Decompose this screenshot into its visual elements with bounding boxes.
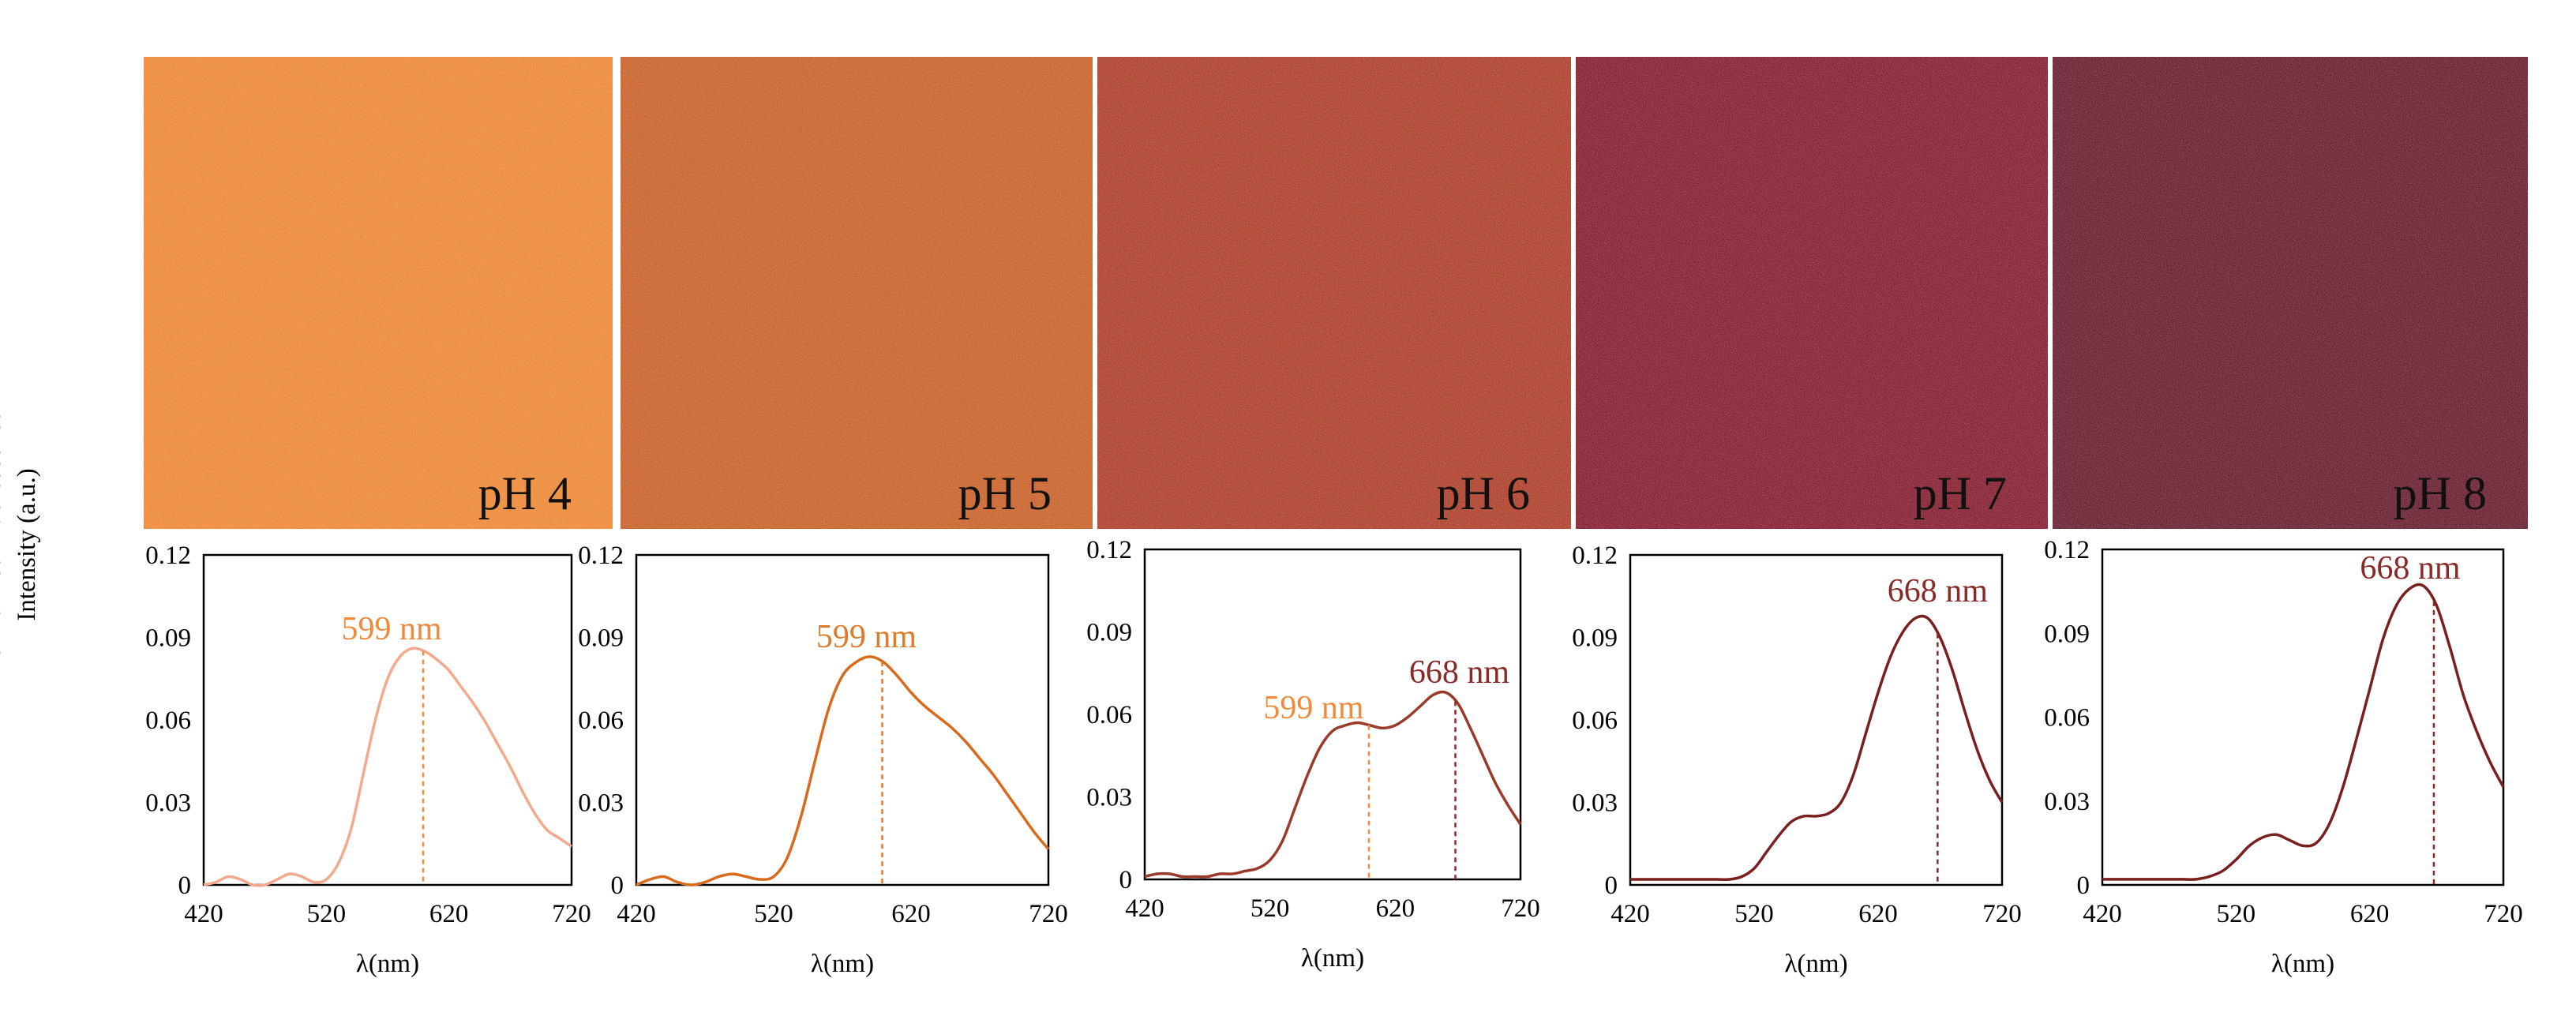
- x-tick-label: 520: [754, 900, 793, 928]
- spectrum-line: [636, 655, 1050, 886]
- peak-label: 668 nm: [2360, 550, 2461, 587]
- plot-frame: [2101, 548, 2505, 886]
- micrograph-1: pH 4: [144, 57, 613, 529]
- y-tick-label: 0.12: [578, 542, 624, 570]
- plot-frame: [1143, 548, 1522, 881]
- spectrum-line: [1144, 690, 1522, 879]
- x-tick-label: 420: [1125, 894, 1164, 923]
- peak-label: 599 nm: [341, 611, 442, 647]
- x-tick-label: 520: [2217, 900, 2256, 928]
- y-tick-label: 0.09: [145, 624, 191, 653]
- x-tick-label: 720: [2484, 900, 2523, 928]
- y-tick-label: 0.12: [145, 542, 191, 570]
- spectra-charts: 0 0.03 0.06 0.09 0.12 420 520 620 720 λ(nm) 599 nm…: [145, 536, 2523, 978]
- x-tick-label: 520: [1251, 894, 1290, 923]
- x-tick-label: 720: [1982, 900, 2022, 928]
- y-tick-label: 0.03: [578, 789, 624, 818]
- y-tick-label: 0.06: [1086, 701, 1132, 729]
- y-tick-label: 0.09: [578, 624, 624, 653]
- chart-3: 0 0.03 0.06 0.09 0.12 420 520 620 720 λ(nm) 599 nm…: [1086, 536, 1540, 973]
- y-tick-label: 0.06: [578, 707, 624, 735]
- y-tick-label: 0: [178, 871, 192, 900]
- y-axis-title-line2: Intensity (a.u.): [13, 468, 41, 621]
- plot-frame: [635, 553, 1050, 886]
- spectrum-line: [203, 647, 572, 887]
- x-tick-label: 620: [891, 900, 931, 928]
- x-axis-label: λ(nm): [1784, 950, 1847, 978]
- y-tick-label: 0.09: [1086, 619, 1132, 647]
- x-axis-label: λ(nm): [811, 950, 874, 978]
- x-tick-label: 720: [1029, 900, 1068, 928]
- peak-label: 668 nm: [1888, 573, 1989, 609]
- micrograph-label: pH 4: [478, 467, 572, 519]
- x-tick-label: 620: [1376, 894, 1415, 923]
- x-axis-label: λ(nm): [1301, 944, 1364, 973]
- micrograph-label: pH 7: [1914, 467, 2007, 519]
- y-tick-label: 0.03: [1086, 784, 1132, 812]
- y-tick-label: 0.09: [2044, 620, 2090, 648]
- y-tick-label: 0.12: [1086, 536, 1132, 564]
- x-tick-label: 620: [1858, 900, 1898, 928]
- micrograph-grain: [621, 57, 1093, 529]
- y-tick-label: 0.12: [2044, 536, 2090, 564]
- spectrum-line: [2102, 583, 2505, 881]
- micrograph-strip: pH 4 pH 5 pH 6 pH 7 pH 8: [144, 57, 2528, 529]
- y-tick-label: 0: [1119, 866, 1133, 894]
- y-tick-label: 0.03: [2044, 788, 2090, 816]
- x-tick-label: 420: [617, 900, 656, 928]
- y-tick-label: 0: [611, 871, 624, 900]
- chart-4: 0 0.03 0.06 0.09 0.12 420 520 620 720 λ(nm) 668 nm: [1572, 542, 2022, 978]
- micrograph-label: pH 8: [2394, 467, 2487, 519]
- micrograph-2: pH 5: [621, 57, 1093, 529]
- micrograph-grain: [2053, 57, 2528, 529]
- micrograph-label: pH 6: [1437, 467, 1530, 519]
- y-tick-label: 0.06: [1572, 707, 1618, 735]
- x-tick-label: 520: [1734, 900, 1774, 928]
- y-tick-label: 0.06: [145, 707, 191, 735]
- spectrum-line: [1629, 614, 2004, 882]
- y-tick-label: 0.06: [2044, 704, 2090, 733]
- x-tick-label: 620: [429, 900, 469, 928]
- x-axis-label: λ(nm): [2271, 950, 2334, 978]
- y-tick-label: 0.03: [1572, 789, 1618, 818]
- plot-frame: [1629, 553, 2004, 886]
- peak-label: 668 nm: [1409, 654, 1510, 691]
- x-tick-label: 420: [1610, 900, 1650, 928]
- micrograph-4: pH 7: [1576, 57, 2048, 529]
- y-axis-title-line1: Normalized Fluorescence: [0, 410, 6, 679]
- x-axis-label: λ(nm): [356, 950, 419, 978]
- chart-1: 0 0.03 0.06 0.09 0.12 420 520 620 720 λ(nm) 599 nm: [145, 542, 591, 978]
- x-tick-label: 720: [552, 900, 591, 928]
- y-tick-label: 0: [1605, 871, 1618, 900]
- x-tick-label: 420: [184, 900, 223, 928]
- micrograph-5: pH 8: [2053, 57, 2528, 529]
- y-tick-label: 0: [2077, 871, 2090, 900]
- y-axis-title-text: Normalized Fluorescence Intensity (a.u.): [0, 411, 44, 678]
- chart-5: 0 0.03 0.06 0.09 0.12 420 520 620 720 λ(nm) 668 nm: [2044, 536, 2523, 978]
- peak-label: 599 nm: [816, 619, 917, 655]
- micrograph-grain: [144, 57, 613, 529]
- micrograph-grain: [1576, 57, 2048, 529]
- micrograph-grain: [1097, 57, 1571, 529]
- micrograph-label: pH 5: [958, 467, 1052, 519]
- y-tick-label: 0.03: [145, 789, 191, 818]
- x-tick-label: 720: [1501, 894, 1540, 923]
- x-tick-label: 620: [2350, 900, 2390, 928]
- peak-label: 599 nm: [1263, 690, 1364, 726]
- plot-frame: [202, 553, 573, 886]
- micrograph-3: pH 6: [1097, 57, 1571, 529]
- x-tick-label: 520: [307, 900, 347, 928]
- x-tick-label: 420: [2083, 900, 2122, 928]
- y-tick-label: 0.09: [1572, 624, 1618, 653]
- y-tick-label: 0.12: [1572, 542, 1618, 570]
- chart-2: 0 0.03 0.06 0.09 0.12 420 520 620 720 λ(nm) 599 nm: [578, 542, 1068, 978]
